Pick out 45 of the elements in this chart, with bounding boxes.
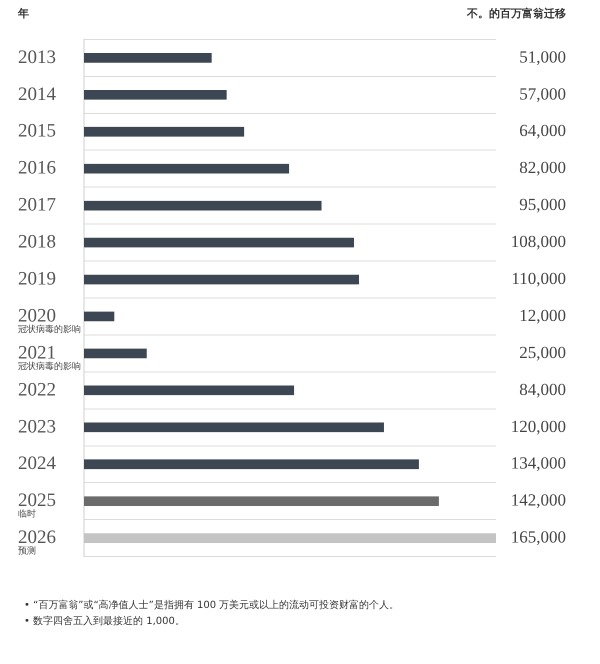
data-label: 51,000 [519, 47, 566, 66]
data-label: 82,000 [519, 158, 566, 178]
bar [84, 53, 212, 63]
data-label: 57,000 [519, 84, 566, 104]
data-label: 12,000 [519, 306, 566, 325]
y-tick-label: 2023 [18, 416, 56, 438]
category-label: 2021 冠状病毒的影响 [18, 342, 81, 372]
bar [84, 496, 439, 506]
data-label: 64,000 [519, 121, 566, 140]
y-tick-label: 2014 [18, 84, 56, 105]
bar [84, 126, 244, 137]
bar [84, 348, 147, 358]
y-tick-label: 2015 [18, 120, 56, 142]
y-tick-label: 2024 [18, 453, 56, 474]
y-axis-title: 年 [18, 6, 29, 21]
data-label: 165,000 [510, 528, 566, 547]
data-label: 110,000 [511, 268, 566, 288]
y-tick-label: 2017 [18, 194, 56, 216]
y-tick-label: 2018 [18, 232, 56, 253]
text: • 数字四舍五入到最接近的 1,000。 [24, 614, 186, 629]
y-tick-label: 2022 [18, 379, 56, 400]
category-label: 2026 预测 [18, 527, 56, 556]
data-label: 134,000 [510, 454, 566, 473]
category-label: 2020 冠状病毒的影响 [18, 305, 81, 335]
data-label: 108,000 [510, 232, 566, 252]
text: 不。的百万富翁迁移 [467, 6, 566, 21]
bar [84, 312, 114, 322]
bar [84, 422, 384, 432]
y-tick-label: 2013 [18, 46, 56, 68]
y-tick-label: 2019 [18, 268, 56, 290]
category-label: 2025 临时 [18, 490, 56, 520]
data-label: 120,000 [510, 416, 566, 436]
text: • “百万富翁”或“高净值人士”是指拥有 100 万美元或以上的流动可投资财富的个人。 [24, 598, 400, 613]
bar [84, 274, 359, 284]
data-label: 25,000 [519, 342, 566, 362]
bar [84, 238, 354, 248]
y-tick-label: 2016 [18, 158, 56, 179]
data-label: 95,000 [519, 195, 566, 214]
data-label: 142,000 [510, 490, 566, 510]
bar [84, 200, 322, 210]
bar [84, 164, 290, 174]
data-label: 84,000 [519, 380, 566, 399]
bar [84, 386, 294, 396]
bar [84, 459, 419, 470]
bar [84, 90, 227, 100]
